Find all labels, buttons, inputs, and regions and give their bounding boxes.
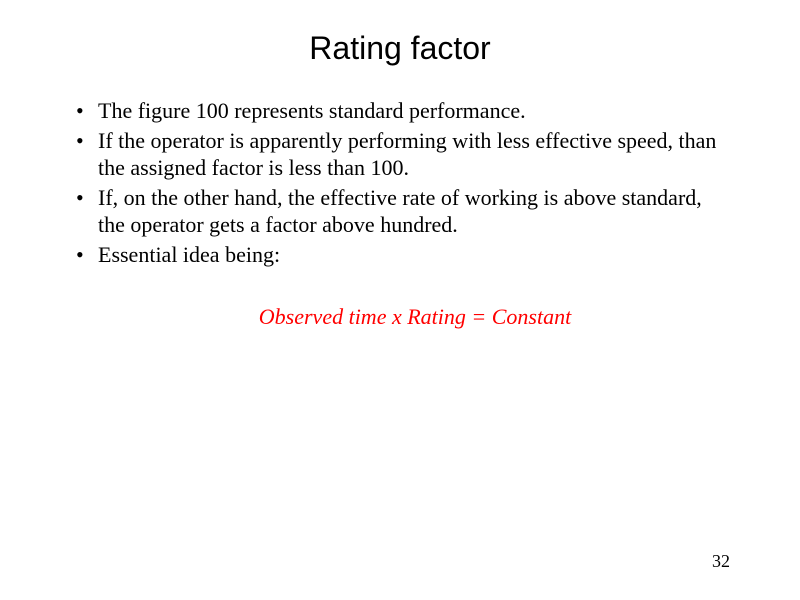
bullet-item: If, on the other hand, the effective rat… <box>70 184 730 239</box>
bullet-list: The figure 100 represents standard perfo… <box>70 97 730 268</box>
page-number: 32 <box>712 551 730 572</box>
slide-container: Rating factor The figure 100 represents … <box>0 0 800 600</box>
bullet-item: If the operator is apparently performing… <box>70 127 730 182</box>
formula-text: Observed time x Rating = Constant <box>70 304 730 330</box>
bullet-item: The figure 100 represents standard perfo… <box>70 97 730 125</box>
bullet-item: Essential idea being: <box>70 241 730 269</box>
slide-title: Rating factor <box>70 30 730 67</box>
